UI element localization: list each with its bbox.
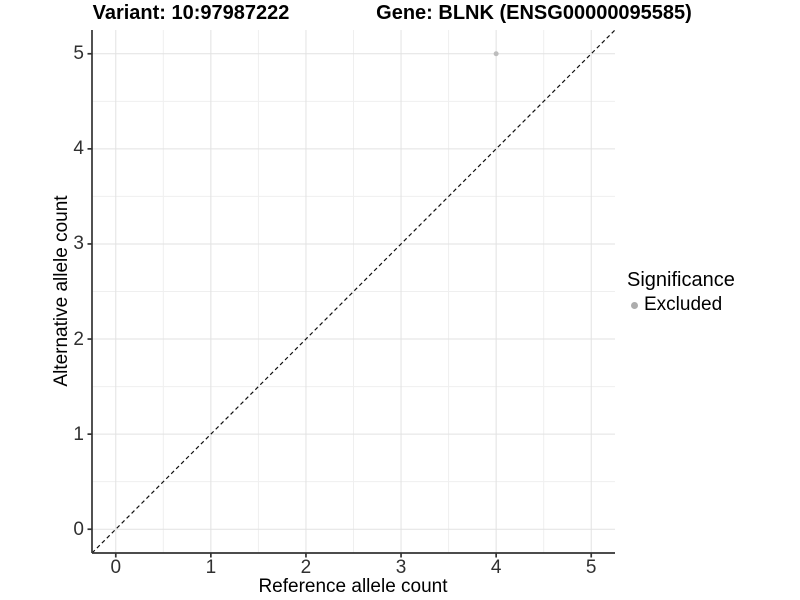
data-points <box>493 51 499 57</box>
y-tick-label: 2 <box>73 328 84 350</box>
y-tick-label: 1 <box>73 423 84 445</box>
plot-title-gene: Gene: BLNK (ENSG00000095585) <box>376 2 692 24</box>
x-tick-label: 0 <box>110 557 122 578</box>
x-tick-label: 5 <box>585 557 597 578</box>
x-tick-label: 1 <box>205 557 217 578</box>
data-point <box>493 51 499 57</box>
axis-lines <box>91 30 615 554</box>
legend: Significance Excluded <box>627 269 735 316</box>
y-tick-label: 0 <box>73 518 84 540</box>
legend-title: Significance <box>627 269 735 291</box>
x-axis-title: Reference allele count <box>258 576 448 597</box>
legend-item: Excluded <box>627 294 735 316</box>
y-tick-label: 3 <box>73 233 84 255</box>
major-gridlines <box>92 30 615 553</box>
legend-items: Excluded <box>627 294 735 316</box>
minor-gridlines <box>92 30 615 553</box>
y-tick-label: 5 <box>73 43 84 65</box>
x-tick-label: 2 <box>300 557 312 578</box>
plot-title-variant: Variant: 10:97987222 <box>92 2 290 24</box>
x-tick-label: 4 <box>490 557 502 578</box>
y-axis-title: Alternative allele count <box>51 195 72 387</box>
identity-line <box>91 29 616 554</box>
y-tick-label: 4 <box>73 138 84 160</box>
axis-ticks <box>87 52 593 558</box>
legend-item-label: Excluded <box>644 294 723 315</box>
x-tick-label: 3 <box>395 557 407 578</box>
legend-key-dot-icon <box>631 301 638 309</box>
